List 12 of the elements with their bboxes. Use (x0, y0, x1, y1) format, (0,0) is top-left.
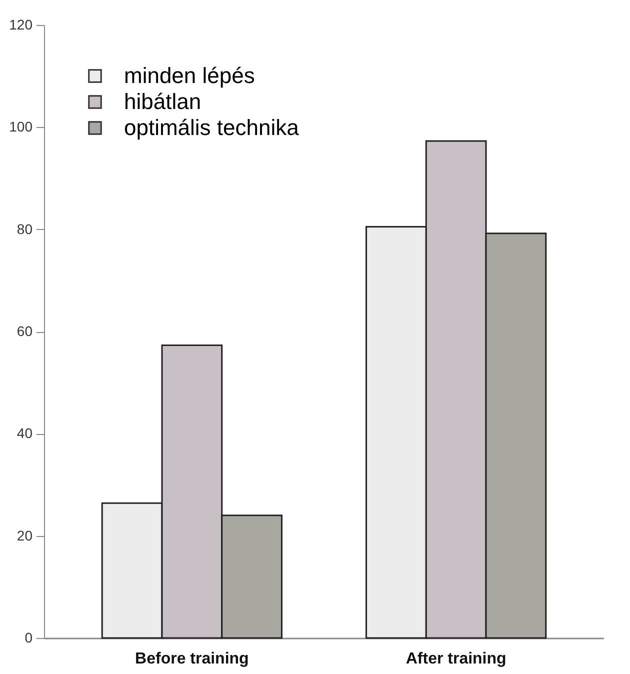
y-tick-label: 40 (16, 425, 33, 442)
legend-label: hibátlan (124, 89, 202, 114)
y-tick-label: 120 (9, 16, 33, 32)
x-tick-label: Before training (135, 650, 249, 668)
x-tick-label: After training (406, 650, 506, 668)
y-tick-label: 80 (16, 220, 33, 237)
legend-label: minden lépés (124, 63, 255, 88)
y-tick-label: 0 (24, 630, 33, 646)
y-tick-label: 100 (9, 118, 33, 135)
y-tick-label: 20 (16, 527, 33, 544)
legend-label: optimális technika (124, 115, 300, 140)
y-tick-label: 60 (16, 323, 33, 339)
